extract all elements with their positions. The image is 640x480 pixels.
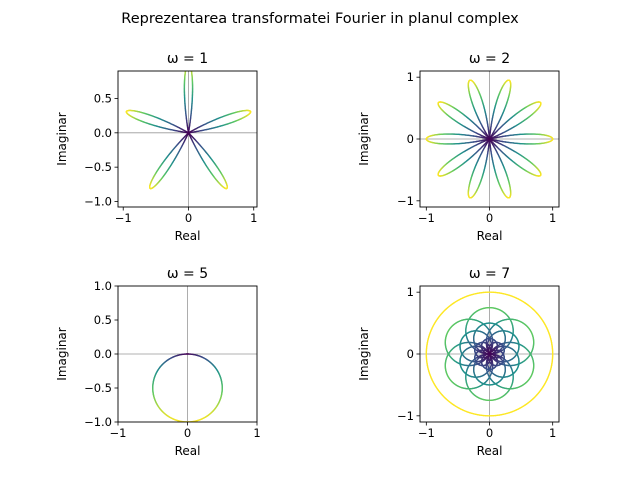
curve-19	[425, 291, 554, 417]
y-tick-label: 1.0	[94, 279, 112, 293]
x-tick-label: −1	[418, 426, 435, 440]
x-axis-label: Real	[175, 229, 201, 243]
curve-segment	[187, 131, 191, 134]
subplot-title: ω = 5	[167, 266, 208, 282]
x-tick-label: 0	[185, 211, 192, 225]
curve-4	[187, 132, 228, 190]
y-axis-label: Imaginar	[357, 327, 371, 380]
curve-1	[183, 71, 194, 134]
y-tick-label: 0.5	[94, 91, 112, 105]
y-tick-label: −0.5	[84, 160, 112, 174]
x-tick-label: −1	[418, 211, 435, 225]
subplot-title: ω = 1	[167, 51, 208, 67]
y-tick-label: −1.0	[84, 195, 112, 209]
x-tick-label: 0	[184, 426, 191, 440]
x-tick-label: −1	[115, 211, 132, 225]
x-axis-label: Real	[477, 444, 503, 458]
figure-suptitle: Reprezentarea transformatei Fourier in p…	[121, 11, 519, 27]
y-tick-label: 0	[407, 347, 414, 361]
curve-7	[437, 138, 491, 177]
y-axis-label: Imaginar	[55, 327, 69, 380]
y-tick-label: −1.0	[84, 415, 112, 429]
subplot-3: −1 0 1 −1.0 −0.5 0.0 0.5 1.0 ω = 5 Real Imaginar	[55, 266, 261, 458]
x-tick-label: 0	[486, 426, 493, 440]
x-tick-label: 1	[549, 211, 556, 225]
y-tick-label: 1	[407, 285, 414, 299]
x-tick-label: 1	[253, 426, 260, 440]
subplot-4: −1 0 1 −1 0 1 ω = 7 Real Imaginar	[357, 266, 560, 458]
x-tick-label: −1	[110, 426, 127, 440]
y-tick-label: 0.5	[94, 313, 112, 327]
y-tick-label: 0	[407, 132, 414, 146]
y-tick-label: 1	[407, 70, 414, 84]
x-tick-label: 1	[250, 211, 257, 225]
x-axis-label: Real	[477, 229, 503, 243]
curve-10	[488, 138, 542, 177]
curve-segment	[488, 138, 492, 141]
curve-2	[125, 109, 190, 134]
y-tick-label: 0.0	[94, 347, 112, 361]
curve-3	[148, 132, 190, 190]
curve-18	[485, 318, 535, 367]
subplot-1: −1 0 1 −1.0 −0.5 0.0 0.5 ω = 1 Real Imaginar	[55, 51, 258, 243]
y-tick-label: −1	[397, 194, 414, 208]
curve-1	[152, 353, 223, 422]
curve-5	[187, 109, 252, 134]
curve-9	[488, 138, 512, 199]
x-tick-label: 0	[486, 211, 493, 225]
curve-group	[425, 291, 554, 417]
y-tick-label: −0.5	[84, 381, 112, 395]
curve-2	[488, 101, 542, 140]
curve-1	[488, 133, 554, 145]
x-tick-label: 1	[549, 426, 556, 440]
y-tick-label: 0.0	[94, 126, 112, 140]
y-axis-label: Imaginar	[55, 112, 69, 165]
curve-group	[125, 71, 252, 190]
curve-17	[485, 341, 535, 390]
y-tick-label: −1	[397, 409, 414, 423]
subplot-title: ω = 2	[469, 51, 510, 67]
subplot-2: −1 0 1 −1 0 1 ω = 2 Real Imaginar	[357, 51, 560, 243]
curve-group	[425, 79, 554, 199]
y-axis-label: Imaginar	[357, 112, 371, 165]
curve-group	[152, 353, 223, 422]
curve-16	[465, 353, 514, 402]
curve-6	[425, 133, 491, 145]
axes-frame	[117, 70, 258, 208]
x-axis-label: Real	[175, 444, 201, 458]
curve-5	[437, 101, 491, 140]
subplot-title: ω = 7	[469, 266, 510, 282]
